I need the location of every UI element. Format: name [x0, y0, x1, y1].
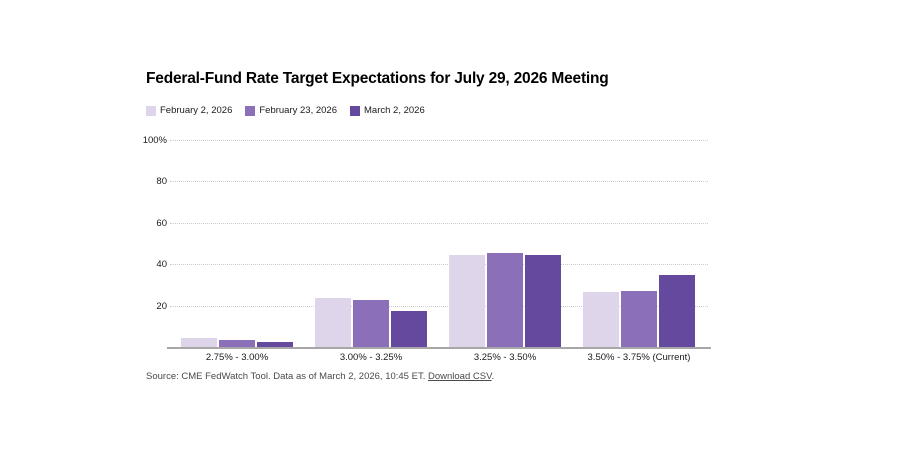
bar[interactable] — [525, 255, 561, 347]
source-suffix: . — [491, 371, 495, 382]
legend-item[interactable]: March 2, 2026 — [350, 105, 425, 116]
legend-item[interactable]: February 23, 2026 — [245, 105, 337, 116]
x-tick-label: 3.25% - 3.50% — [473, 352, 537, 363]
y-tick-label-20: 20 — [156, 301, 167, 312]
x-tick-label: 3.00% - 3.25% — [339, 352, 403, 363]
bar[interactable] — [181, 338, 217, 347]
bar[interactable] — [449, 255, 485, 347]
source-text: Source: CME FedWatch Tool. Data as of Ma… — [146, 371, 428, 382]
legend-label: February 23, 2026 — [259, 105, 337, 116]
chart-legend: February 2, 2026 February 23, 2026 March 2… — [146, 105, 425, 116]
bar[interactable] — [621, 291, 657, 347]
bar-group — [181, 140, 293, 347]
gridline-80 — [170, 181, 708, 182]
legend-item[interactable]: February 2, 2026 — [146, 105, 232, 116]
bar[interactable] — [219, 340, 255, 347]
legend-swatch-icon — [146, 105, 156, 116]
download-csv-link[interactable]: Download CSV — [427, 371, 492, 382]
x-tick-label: 2.75% - 3.00% — [205, 352, 269, 363]
legend-label: March 2, 2026 — [364, 105, 425, 116]
plot-area — [167, 140, 711, 349]
bar-group — [449, 140, 561, 347]
bar[interactable] — [353, 300, 389, 347]
gridline-40 — [170, 264, 708, 265]
gridline-20 — [170, 306, 708, 307]
x-axis-labels: 2.75% - 3.00% 3.00% - 3.25% 3.25% - 3.50% 3… — [170, 352, 708, 366]
chart-title: Federal-Fund Rate Target Expectations fo… — [146, 70, 609, 87]
bar[interactable] — [487, 253, 523, 347]
bar[interactable] — [583, 292, 619, 347]
gridline-60 — [170, 223, 708, 224]
bar[interactable] — [257, 342, 293, 347]
source-note: Source: CME FedWatch Tool. Data as of Ma… — [146, 371, 494, 382]
legend-label: February 2, 2026 — [160, 105, 233, 116]
bar[interactable] — [659, 275, 695, 347]
gridline-100 — [170, 140, 708, 141]
bar[interactable] — [315, 298, 351, 347]
y-tick-label-100: 100% — [142, 135, 167, 146]
bar-group — [315, 140, 427, 347]
y-tick-label-80: 80 — [156, 176, 167, 187]
x-tick-label: 3.50% - 3.75% (Current) — [587, 352, 691, 363]
y-tick-label-60: 60 — [156, 218, 167, 229]
x-axis-line — [167, 347, 711, 349]
bar-group — [583, 140, 695, 347]
y-axis-labels: 100% 80 60 40 20 — [118, 135, 167, 347]
bar[interactable] — [391, 311, 427, 347]
legend-swatch-icon — [350, 105, 360, 116]
legend-swatch-icon — [245, 105, 256, 116]
y-tick-label-40: 40 — [156, 259, 167, 270]
